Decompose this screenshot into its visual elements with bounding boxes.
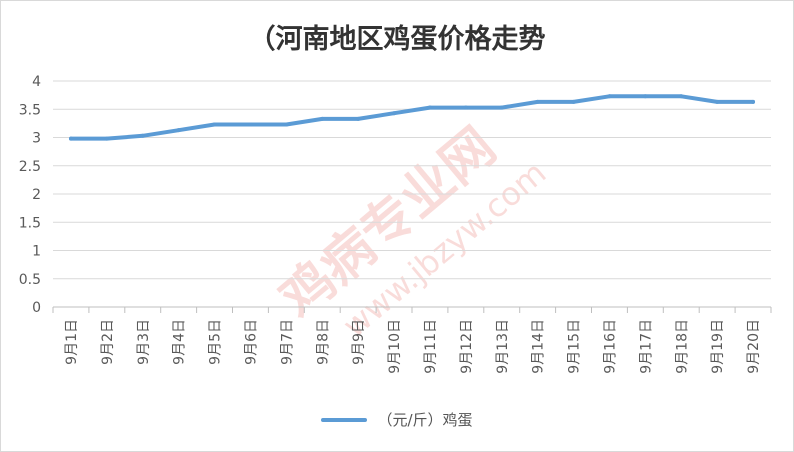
x-tick-label: 9月12日 bbox=[459, 319, 475, 374]
data-point bbox=[643, 94, 648, 99]
data-point bbox=[679, 94, 684, 99]
x-tick-label: 9月5日 bbox=[208, 319, 224, 365]
data-point bbox=[392, 111, 397, 116]
y-tick-label: 2 bbox=[32, 187, 41, 203]
x-tick-label: 9月16日 bbox=[602, 319, 618, 374]
x-tick-label: 9月17日 bbox=[638, 319, 654, 374]
data-point bbox=[212, 122, 217, 127]
data-point bbox=[356, 116, 361, 121]
x-tick-label: 9月3日 bbox=[136, 319, 152, 365]
data-point bbox=[607, 94, 612, 99]
y-tick-label: 2.5 bbox=[19, 159, 41, 175]
x-tick-label: 9月14日 bbox=[531, 319, 547, 374]
line-chart: 鸡病专业网 www.jbzyw.com 00.511.522.533.54 9月… bbox=[19, 74, 772, 374]
x-tick-label: 9月8日 bbox=[315, 319, 331, 365]
y-tick-label: 1 bbox=[32, 244, 41, 260]
data-point bbox=[320, 116, 325, 121]
data-point bbox=[499, 105, 504, 110]
x-tick-label: 9月7日 bbox=[279, 319, 295, 365]
data-point bbox=[571, 99, 576, 104]
data-point bbox=[715, 99, 720, 104]
legend-line-swatch bbox=[321, 417, 368, 422]
y-tick-label: 0 bbox=[32, 300, 41, 316]
x-tick-label: 9月4日 bbox=[172, 319, 188, 365]
data-point bbox=[140, 133, 145, 138]
data-point bbox=[427, 105, 432, 110]
x-tick-label: 9月10日 bbox=[387, 319, 403, 374]
x-tick-label: 9月6日 bbox=[243, 319, 259, 365]
y-tick-label: 3 bbox=[32, 131, 41, 147]
data-point bbox=[176, 128, 181, 133]
data-point bbox=[68, 136, 73, 141]
x-tick-label: 9月20日 bbox=[746, 319, 762, 374]
y-tick-label: 0.5 bbox=[19, 272, 41, 288]
y-tick-label: 1.5 bbox=[19, 215, 41, 231]
chart-title: （河南地区鸡蛋价格走势 bbox=[248, 24, 546, 55]
x-tick-label: 9月15日 bbox=[567, 319, 583, 374]
x-tick-label: 9月1日 bbox=[64, 319, 80, 365]
x-tick-label: 9月19日 bbox=[710, 319, 726, 374]
x-tick-label: 9月11日 bbox=[423, 319, 439, 374]
chart-legend: （元/斤）鸡蛋 bbox=[1, 409, 793, 430]
data-point bbox=[104, 136, 109, 141]
x-tick-label: 9月9日 bbox=[351, 319, 367, 365]
data-point bbox=[463, 105, 468, 110]
data-point bbox=[535, 99, 540, 104]
series-line bbox=[69, 94, 755, 141]
data-point bbox=[248, 122, 253, 127]
y-tick-label: 4 bbox=[32, 74, 41, 90]
y-tick-label: 3.5 bbox=[19, 102, 41, 118]
x-tick-label: 9月2日 bbox=[100, 319, 116, 365]
data-point bbox=[751, 99, 756, 104]
x-tick-label: 9月13日 bbox=[495, 319, 511, 374]
data-point bbox=[284, 122, 289, 127]
legend-label: （元/斤）鸡蛋 bbox=[377, 411, 473, 429]
x-tick-label: 9月18日 bbox=[674, 319, 690, 374]
